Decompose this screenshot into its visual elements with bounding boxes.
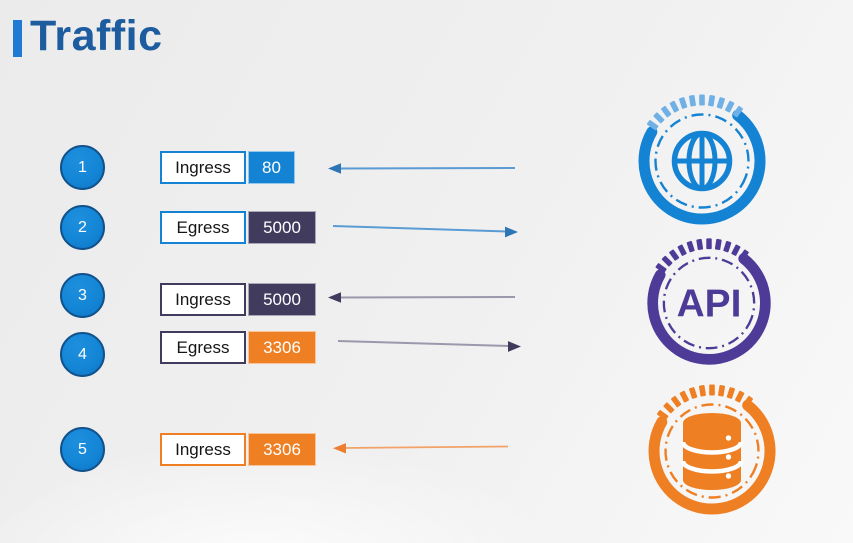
- step-number-circle: 3: [60, 273, 105, 318]
- direction-box: Egress: [160, 211, 246, 244]
- step-number: 5: [78, 440, 87, 458]
- direction-box: Ingress: [160, 283, 246, 316]
- step-number-circle: 1: [60, 145, 105, 190]
- globe-glyph: [671, 130, 733, 192]
- page-title-block: Traffic: [13, 15, 163, 58]
- port-box: 5000: [248, 211, 316, 244]
- step-number: 1: [78, 158, 87, 176]
- api-label: API: [677, 283, 742, 326]
- traffic-row: 1 Ingress 80: [0, 145, 853, 190]
- title-accent-bar: [13, 20, 22, 57]
- database-glyph: [680, 413, 744, 490]
- direction-box: Egress: [160, 331, 246, 364]
- traffic-row: 4 Egress 3306: [0, 331, 853, 377]
- direction-box: Ingress: [160, 433, 246, 466]
- port-box: 80: [248, 151, 295, 184]
- direction-box: Ingress: [160, 151, 246, 184]
- step-number-circle: 5: [60, 427, 105, 472]
- port-box: 3306: [248, 331, 316, 364]
- traffic-row: 3 Ingress 5000: [0, 273, 853, 318]
- step-number: 2: [78, 218, 87, 236]
- step-number-circle: 4: [60, 332, 105, 377]
- traffic-row: 5 Ingress 3306: [0, 427, 853, 472]
- database-icon: [642, 381, 782, 521]
- page-title: Traffic: [30, 12, 163, 60]
- port-box: 3306: [248, 433, 316, 466]
- web-icon: [632, 91, 772, 231]
- api-icon: API: [641, 235, 777, 371]
- traffic-row: 2 Egress 5000: [0, 205, 853, 250]
- step-number: 4: [78, 345, 87, 363]
- step-number-circle: 2: [60, 205, 105, 250]
- port-box: 5000: [248, 283, 316, 316]
- step-number: 3: [78, 286, 87, 304]
